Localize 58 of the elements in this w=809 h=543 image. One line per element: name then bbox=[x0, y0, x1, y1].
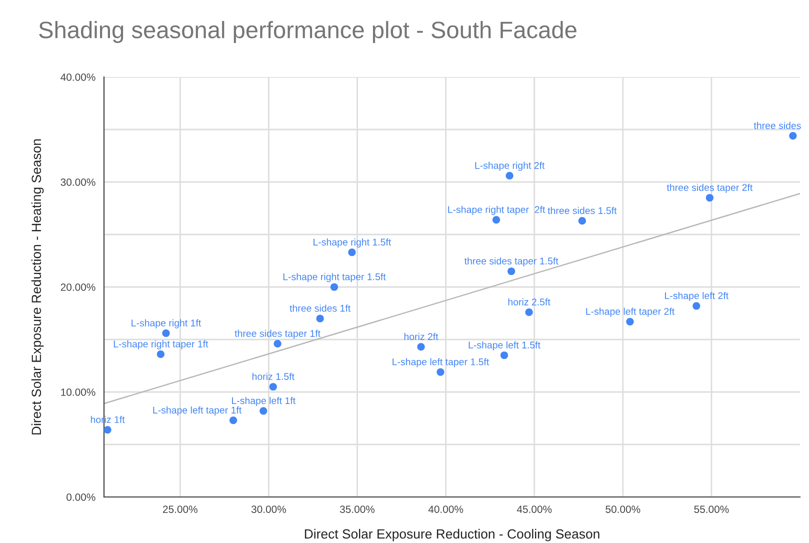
point bbox=[578, 217, 586, 225]
point bbox=[229, 416, 238, 424]
data-label: L-shape right taper 1ft bbox=[114, 340, 208, 350]
y-tick-label: 0.00% bbox=[66, 494, 96, 501]
point bbox=[348, 248, 356, 256]
data-label: L-shape left taper 1ft bbox=[153, 406, 242, 416]
point bbox=[508, 267, 516, 276]
data-label: L-shape right 2ft bbox=[475, 162, 545, 171]
x-tick-label: 30.00% bbox=[251, 506, 286, 513]
data-label: L-shape left 1ft bbox=[232, 396, 296, 406]
data-label: horiz 2.5ft bbox=[508, 298, 550, 306]
point bbox=[260, 407, 268, 415]
data-label: L-shape right 1ft bbox=[132, 319, 202, 328]
y-tick-label: 30.00% bbox=[60, 178, 96, 186]
y-tick-label: 20.00% bbox=[60, 284, 96, 291]
y-axis-title: Direct Solar Exposure Reduction - Heating Season bbox=[31, 139, 44, 434]
data-label: L-shape left 1.5ft bbox=[468, 341, 540, 350]
point bbox=[506, 172, 514, 180]
data-label: horiz 2ft bbox=[404, 332, 438, 340]
point bbox=[274, 340, 282, 348]
x-tick-label: 25.00% bbox=[163, 506, 198, 513]
point bbox=[417, 343, 425, 351]
point bbox=[789, 132, 797, 140]
data-label: L-shape left taper 1.5ft bbox=[392, 358, 490, 368]
point bbox=[436, 368, 444, 376]
data-label: L-shape right taper 1.5ft bbox=[283, 273, 386, 282]
x-tick-label: 55.00% bbox=[694, 506, 729, 513]
point bbox=[525, 308, 533, 316]
point bbox=[706, 194, 714, 202]
point bbox=[330, 283, 338, 291]
data-label: L-shape left taper 2ft bbox=[586, 308, 675, 317]
data-label: L-shape left 2ft bbox=[665, 292, 728, 302]
chart-title: Shading seasonal performance plot - South Facade bbox=[39, 20, 576, 44]
point bbox=[692, 302, 700, 310]
y-tick-label: 40.00% bbox=[60, 74, 96, 81]
data-label: three sides 1ft bbox=[290, 304, 351, 312]
point bbox=[162, 329, 170, 338]
x-axis-title: Direct Solar Exposure Reduction - Cooling Season bbox=[304, 528, 600, 542]
data-label: three sides taper 1.5ft bbox=[464, 257, 558, 266]
point bbox=[269, 382, 277, 391]
data-label: three sides bbox=[754, 122, 801, 130]
data-label: three sides 1.5ft bbox=[548, 206, 617, 214]
x-tick-label: 35.00% bbox=[340, 506, 375, 513]
point bbox=[156, 350, 164, 358]
point bbox=[626, 318, 634, 326]
data-label: three sides taper 2ft bbox=[666, 184, 753, 193]
x-tick-label: 50.00% bbox=[606, 506, 640, 513]
x-tick-label: 45.00% bbox=[516, 506, 552, 513]
data-label: horiz 1.5ft bbox=[252, 372, 294, 380]
point bbox=[104, 426, 112, 434]
y-tick-label: 10.00% bbox=[61, 388, 96, 396]
point bbox=[316, 314, 324, 322]
data-label: L-shape right taper 2ft bbox=[448, 206, 546, 215]
x-tick-label: 40.00% bbox=[428, 506, 464, 513]
data-label: L-shape right 1.5ft bbox=[314, 238, 392, 248]
point bbox=[500, 351, 508, 360]
point bbox=[492, 216, 500, 224]
data-label: three sides taper 1ft bbox=[234, 330, 320, 339]
